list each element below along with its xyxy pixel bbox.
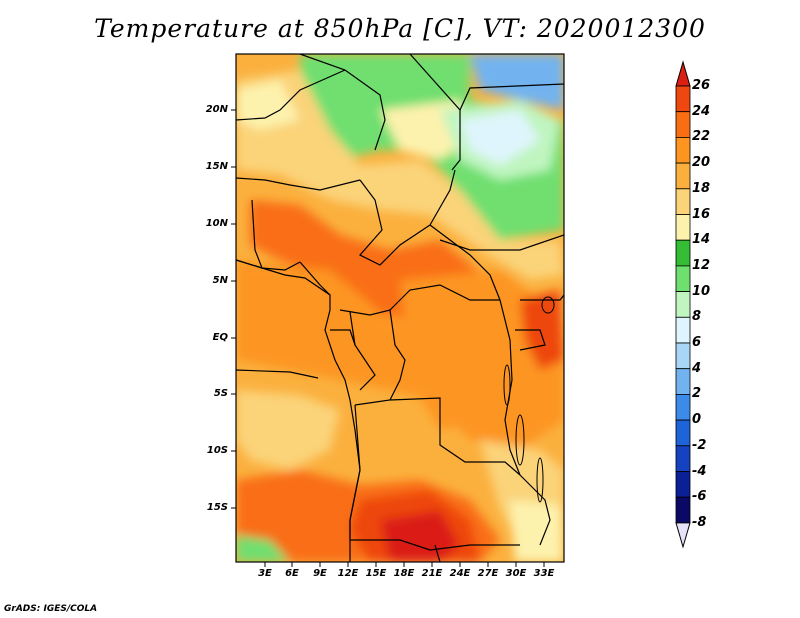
lon-label: 30E xyxy=(505,568,527,579)
colorbar-segment xyxy=(675,265,691,292)
lat-label: 20N xyxy=(205,104,228,115)
colorbar-label: 0 xyxy=(692,412,702,428)
lon-label: 21E xyxy=(421,568,443,579)
colorbar-label: -2 xyxy=(692,437,707,453)
colorbar-segment xyxy=(675,239,691,267)
colorbar-label: 8 xyxy=(692,309,702,325)
colorbar-label: 26 xyxy=(692,78,711,93)
lon-label: 15E xyxy=(365,568,387,579)
lat-label: 15S xyxy=(206,502,228,513)
colorbar-segment xyxy=(675,393,691,421)
colorbar-label: 24 xyxy=(692,103,711,119)
lon-label: 9E xyxy=(313,568,327,579)
colorbar-label: 2 xyxy=(692,386,702,402)
colorbar-segment xyxy=(675,342,691,370)
lon-label: 27E xyxy=(477,568,499,579)
colorbar-segment xyxy=(675,291,691,318)
yellow-band-sahel xyxy=(236,70,564,280)
colorbar-label: 16 xyxy=(692,206,711,222)
lat-label: 10S xyxy=(206,445,228,456)
map-frame xyxy=(235,53,565,563)
colorbar-label: -6 xyxy=(692,489,707,505)
credit-text: GrADS: IGES/COLA xyxy=(4,604,98,614)
colorbar-segment xyxy=(675,85,691,113)
lon-label: 12E xyxy=(337,568,359,579)
colorbar-top-arrow xyxy=(675,60,691,87)
colorbar-segment xyxy=(675,471,691,498)
mild-patch-southeast xyxy=(510,500,564,562)
colorbar-label: 12 xyxy=(692,257,711,273)
lon-label: 24E xyxy=(449,568,471,579)
colorbar-label: 4 xyxy=(692,360,702,376)
cool-patch-southwest xyxy=(236,535,290,562)
coldest-region-northeast xyxy=(470,54,564,110)
lon-ticks xyxy=(264,562,545,567)
mild-region-southwest xyxy=(236,390,340,470)
colorbar-segment xyxy=(675,111,691,138)
lon-label: 18E xyxy=(393,568,415,579)
colorbar-label: 10 xyxy=(692,283,711,299)
lon-label: 33E xyxy=(533,568,555,579)
colorbar-label: 22 xyxy=(692,129,711,145)
colorbar-segment xyxy=(675,419,691,447)
colorbar-segment xyxy=(675,214,691,241)
colorbar-label: 20 xyxy=(692,155,711,171)
colorbar-label: 6 xyxy=(692,335,702,350)
colorbar-segment xyxy=(675,368,691,395)
coastline xyxy=(236,259,361,562)
colorbar-segment xyxy=(675,496,691,524)
lon-label: 3E xyxy=(258,568,272,579)
lon-label: 6E xyxy=(285,568,299,579)
lat-label: 15N xyxy=(205,161,228,172)
colorbar-segment xyxy=(675,316,691,344)
colorbar-segment xyxy=(675,162,691,190)
colorbar-label: -8 xyxy=(692,514,707,530)
colorbar-bottom-arrow xyxy=(675,522,691,549)
colorbar-label: 14 xyxy=(692,232,711,248)
colorbar-segment xyxy=(675,136,691,164)
colorbar-segment xyxy=(675,445,691,472)
light-blue-region xyxy=(460,110,540,165)
colorbar-label: 18 xyxy=(692,180,711,196)
yellow-patch-west xyxy=(236,80,300,130)
lat-label: 10N xyxy=(205,218,228,229)
lat-label: EQ xyxy=(212,332,228,343)
lat-label: 5S xyxy=(213,388,228,399)
chart-title: Temperature at 850hPa [C], VT: 202001230… xyxy=(94,14,706,43)
lakes xyxy=(503,296,555,503)
colorbar-segment xyxy=(675,188,691,215)
lat-ticks xyxy=(231,109,236,509)
colorbar xyxy=(675,60,691,549)
colorbar-label: -4 xyxy=(692,463,707,479)
lat-label: 5N xyxy=(212,275,228,286)
temperature-field xyxy=(236,54,564,562)
warm-region-east xyxy=(400,270,540,430)
